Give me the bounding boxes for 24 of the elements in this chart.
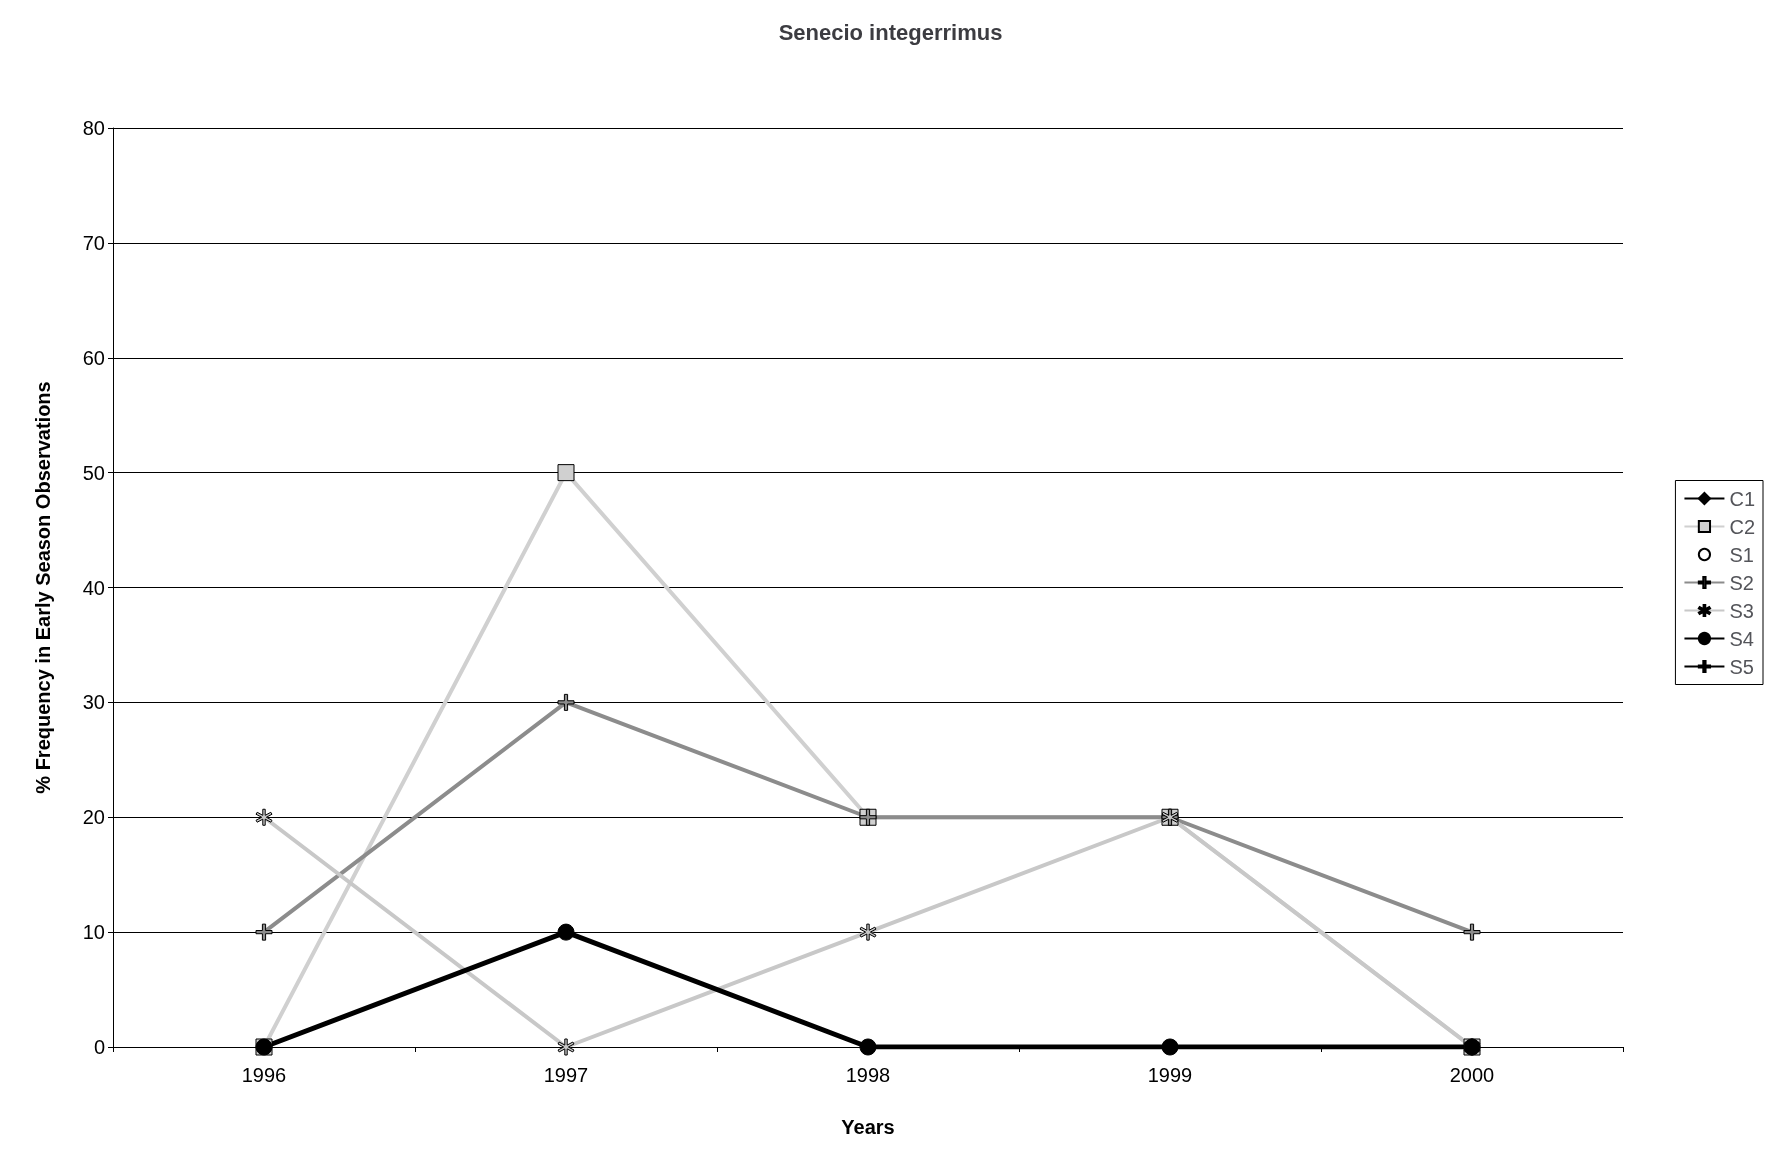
x-tick-label: 1996 (241, 1064, 287, 1086)
y-tick-label: 70 (82, 231, 105, 254)
y-tick-label: 0 (93, 1036, 105, 1058)
x-tick-label: 1999 (1147, 1064, 1193, 1086)
legend-label: S1 (1729, 543, 1754, 566)
legend-label: S5 (1729, 655, 1754, 678)
x-tick-label: 1998 (845, 1064, 891, 1086)
chart-title: Senecio integerrimus (778, 19, 1003, 45)
y-tick-label: 80 (82, 117, 105, 139)
x-axis-title: Years (841, 1116, 895, 1138)
y-tick-label: 60 (82, 346, 105, 369)
x-tick-label: 2000 (1449, 1064, 1495, 1086)
legend-label: C1 (1729, 487, 1756, 510)
y-tick-label: 40 (82, 576, 105, 599)
y-axis-title: % Frequency in Early Season Observations (32, 381, 54, 794)
y-tick-label: 30 (82, 691, 105, 714)
legend-label: S4 (1729, 627, 1754, 650)
legend-label: S2 (1729, 571, 1754, 594)
y-tick-label: 10 (82, 921, 105, 944)
legend-label: S3 (1729, 599, 1754, 622)
y-tick-label: 20 (82, 806, 105, 829)
x-tick-label: 1997 (543, 1064, 589, 1086)
legend-label: C2 (1729, 515, 1756, 538)
y-tick-label: 50 (82, 461, 105, 484)
